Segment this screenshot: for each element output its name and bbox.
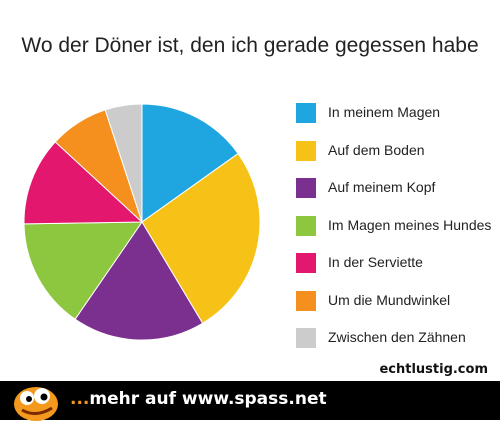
pie-slice-4: [23, 221, 143, 320]
pie-slice-3: [74, 221, 204, 341]
footer-text: mehr auf www.spass.net: [89, 389, 327, 409]
legend-label: Auf meinem Kopf: [328, 179, 436, 195]
legend-label: Zwischen den Zähnen: [328, 329, 466, 345]
legend-swatch: [296, 140, 316, 161]
legend-swatch: [296, 178, 316, 198]
pie-slice-2: [141, 152, 261, 324]
legend-label: In der Serviette: [328, 254, 423, 270]
pie-slice-1: [141, 103, 239, 223]
legend-label: Auf dem Boden: [328, 141, 425, 158]
legend-swatch: [296, 215, 316, 236]
legend-swatch: [296, 328, 316, 348]
footer-dots: ...: [70, 389, 90, 409]
legend-swatch: [296, 103, 316, 123]
legend-swatch: [296, 253, 316, 273]
source-label[interactable]: echtlustig.com: [379, 362, 488, 377]
footer-link[interactable]: ...mehr auf www.spass.net: [70, 389, 327, 409]
chart-title: Wo der Döner ist, den ich gerade gegesse…: [21, 34, 479, 57]
legend-label: In meinem Magen: [328, 104, 441, 120]
mascot-icon: [14, 387, 58, 421]
legend-label: Im Magen meines Hundes: [328, 216, 492, 233]
pie-slice-5: [23, 141, 144, 225]
footer-bar: ...mehr auf www.spass.net: [0, 381, 500, 420]
pie-slice-7: [104, 103, 143, 223]
legend-label: Um die Mundwinkel: [328, 291, 451, 308]
legend-swatch: [296, 290, 316, 311]
